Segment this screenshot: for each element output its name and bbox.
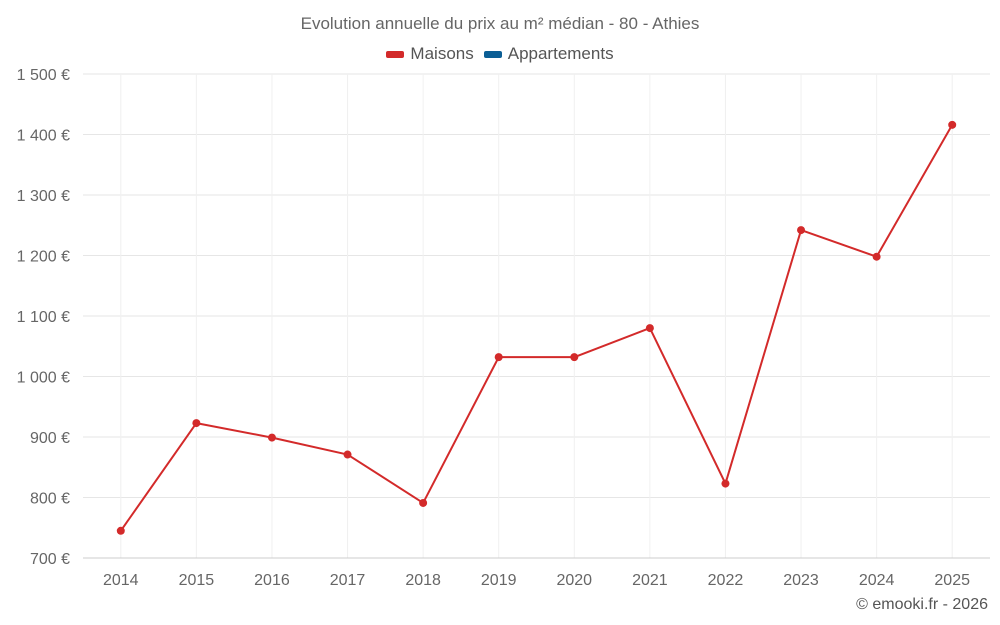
data-point [267, 433, 276, 442]
data-point [343, 450, 352, 459]
data-point [494, 353, 503, 362]
y-tick-label: 1 000 € [17, 370, 70, 387]
legend-item-maisons[interactable]: Maisons [386, 44, 474, 64]
y-tick-label: 800 € [30, 491, 70, 508]
legend-swatch-appartements [483, 50, 502, 58]
x-tick-label: 2025 [934, 572, 970, 589]
data-point [645, 324, 654, 333]
y-tick-label: 1 400 € [17, 128, 70, 145]
data-point [570, 353, 579, 362]
x-tick-label: 2015 [179, 572, 215, 589]
legend-item-appartements[interactable]: Appartements [483, 44, 614, 64]
x-tick-label: 2020 [556, 572, 592, 589]
data-point [192, 419, 201, 428]
legend: Maisons Appartements [0, 44, 1000, 64]
y-tick-label: 1 200 € [17, 249, 70, 266]
legend-label-maisons: Maisons [410, 44, 474, 63]
series-line-maisons [119, 124, 954, 532]
credit: © emooki.fr - 2026 [856, 596, 988, 613]
y-tick-label: 900 € [30, 430, 70, 447]
data-point [797, 226, 806, 235]
legend-label-appartements: Appartements [507, 44, 614, 63]
x-tick-label: 2014 [103, 572, 139, 589]
x-tick-label: 2018 [405, 572, 441, 589]
data-point [872, 252, 881, 261]
y-tick-label: 1 300 € [17, 188, 70, 205]
x-tick-label: 2022 [708, 572, 744, 589]
x-tick-label: 2021 [632, 572, 668, 589]
x-tick-label: 2016 [254, 572, 290, 589]
legend-swatch-maisons [386, 50, 405, 58]
x-tick-label: 2024 [859, 572, 895, 589]
data-point [948, 120, 957, 129]
data-point [721, 479, 730, 488]
y-tick-label: 1 100 € [17, 309, 70, 326]
y-tick-label: 1 500 € [17, 67, 70, 84]
y-tick-label: 700 € [30, 551, 70, 568]
x-tick-label: 2017 [330, 572, 366, 589]
data-point [116, 526, 125, 535]
chart-title: Evolution annuelle du prix au m² médian … [300, 14, 700, 33]
x-tick-label: 2023 [783, 572, 819, 589]
data-point [419, 498, 428, 507]
x-tick-label: 2019 [481, 572, 517, 589]
